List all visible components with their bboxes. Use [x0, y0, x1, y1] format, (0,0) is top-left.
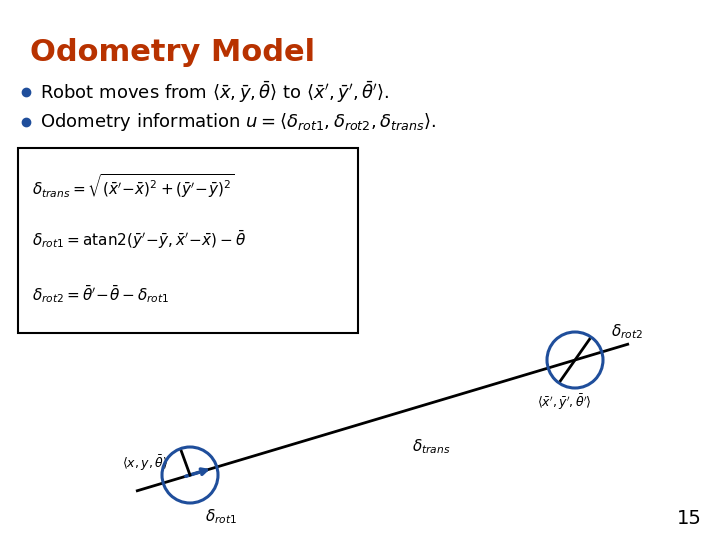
Bar — [18, 148, 358, 333]
Text: Odometry information $u=\langle\delta_{rot1},\delta_{rot2},\delta_{trans}\rangle: Odometry information $u=\langle\delta_{r… — [40, 111, 436, 133]
Text: Robot moves from $\langle\bar{x},\bar{y},\bar{\theta}\rangle$ to $\langle\bar{x}: Robot moves from $\langle\bar{x},\bar{y}… — [40, 79, 390, 105]
Text: $\delta_{rot2}$: $\delta_{rot2}$ — [611, 322, 643, 341]
Text: $\langle x, y, \bar{\theta}\rangle$: $\langle x, y, \bar{\theta}\rangle$ — [122, 453, 168, 472]
Text: $\delta_{trans}$: $\delta_{trans}$ — [413, 437, 451, 456]
Text: $\delta_{trans} = \sqrt{(\bar{x}'\!-\!\bar{x})^2+(\bar{y}'\!-\!\bar{y})^2}$: $\delta_{trans} = \sqrt{(\bar{x}'\!-\!\b… — [32, 172, 235, 200]
Text: $\langle\bar{x}',\bar{y}',\bar{\theta}'\rangle$: $\langle\bar{x}',\bar{y}',\bar{\theta}'\… — [537, 392, 592, 411]
Text: $\delta_{rot1} = \mathrm{atan2}(\bar{y}'\!-\!\bar{y},\bar{x}'\!-\!\bar{x})-\bar{: $\delta_{rot1} = \mathrm{atan2}(\bar{y}'… — [32, 229, 247, 251]
Text: $\delta_{rot2} = \bar{\theta}'\!-\!\bar{\theta}-\delta_{rot1}$: $\delta_{rot2} = \bar{\theta}'\!-\!\bar{… — [32, 283, 169, 305]
Text: Odometry Model: Odometry Model — [30, 38, 315, 67]
Text: 15: 15 — [677, 509, 702, 528]
Text: $\delta_{rot1}$: $\delta_{rot1}$ — [205, 507, 237, 526]
